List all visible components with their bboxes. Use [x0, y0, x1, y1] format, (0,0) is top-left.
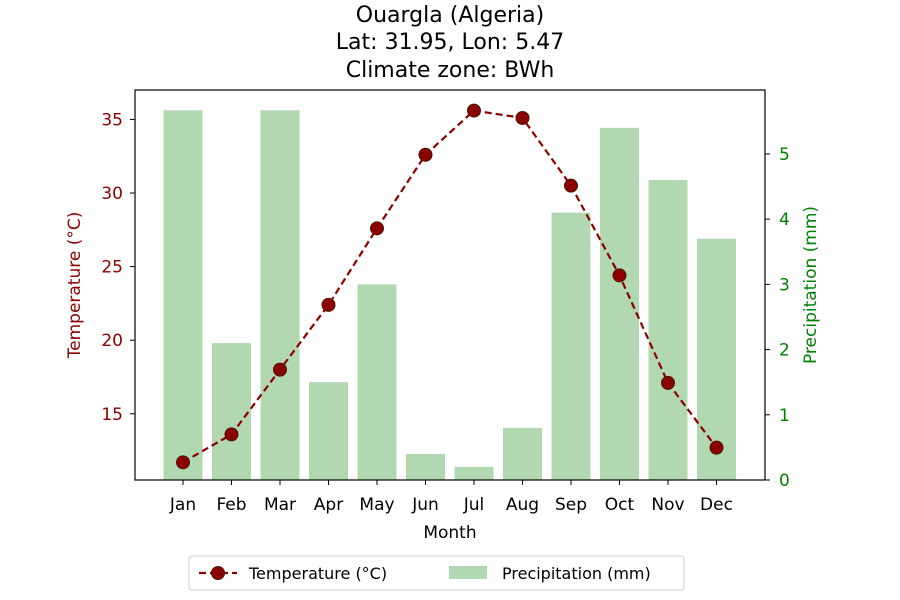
- right-tick-label-1: 1: [779, 406, 790, 426]
- x-axis-ticks: Jan Feb Mar Apr May Jun Jul Aug Sep Oct Nov Dec: [169, 480, 733, 515]
- plot-frame: [134, 89, 766, 481]
- precipitation-bar-mar: [260, 110, 300, 480]
- x-tick-label-jul: Jul: [463, 495, 485, 515]
- x-tick-label-mar: Mar: [264, 495, 296, 515]
- x-tick-label-aug: Aug: [506, 495, 539, 515]
- right-tick-label-2: 2: [779, 341, 790, 361]
- right-tick-label-3: 3: [779, 275, 790, 295]
- temperature-series-line: [182, 109, 718, 464]
- temperature-point-jun: [418, 147, 433, 162]
- precipitation-bar-feb: [212, 343, 251, 480]
- precipitation-bars: [163, 110, 736, 481]
- right-tick-label-4: 4: [779, 210, 790, 230]
- x-axis-label: Month: [423, 523, 476, 543]
- legend: Temperature (°C) Precipitation (mm): [188, 555, 685, 591]
- legend-temperature-marker-icon: [211, 566, 225, 580]
- chart-title-line-3: Climate zone: BWh: [346, 58, 555, 83]
- left-tick-label-20: 20: [101, 331, 123, 351]
- chart-title: Ouargla (Algeria) Lat: 31.95, Lon: 5.47 …: [336, 3, 564, 83]
- precipitation-bar-may: [357, 284, 397, 480]
- temperature-point-apr: [321, 297, 336, 312]
- temperature-point-mar: [273, 362, 287, 377]
- right-axis-label: Precipitation (mm): [801, 206, 821, 364]
- precipitation-bar-apr: [309, 382, 348, 480]
- x-tick-label-nov: Nov: [651, 495, 684, 515]
- precipitation-bar-jan: [163, 110, 203, 480]
- precipitation-bar-aug: [503, 427, 542, 480]
- left-tick-label-25: 25: [101, 258, 123, 278]
- precipitation-bar-sep: [551, 212, 591, 480]
- x-tick-label-sep: Sep: [555, 495, 587, 515]
- x-tick-label-jun: Jun: [411, 495, 439, 515]
- x-tick-label-dec: Dec: [700, 495, 733, 515]
- x-tick-label-apr: Apr: [314, 495, 343, 515]
- left-tick-label-35: 35: [101, 110, 123, 130]
- temperature-point-aug: [515, 110, 530, 125]
- right-tick-label-0: 0: [779, 471, 790, 491]
- temperature-point-oct: [612, 268, 627, 283]
- temperature-point-sep: [564, 178, 578, 193]
- x-tick-label-oct: Oct: [605, 495, 635, 515]
- precipitation-bar-nov: [648, 180, 688, 480]
- left-axis-ticks: 15 20 25 30 35: [101, 110, 135, 425]
- chart-title-line-1: Ouargla (Algeria): [356, 3, 544, 28]
- x-tick-label-jan: Jan: [169, 495, 196, 515]
- legend-box: [188, 555, 685, 591]
- precipitation-bar-dec: [697, 238, 736, 480]
- legend-precipitation-swatch-icon: [449, 566, 487, 579]
- legend-precipitation-label: Precipitation (mm): [502, 564, 651, 583]
- precipitation-bar-jun: [406, 453, 445, 480]
- temperature-point-dec: [709, 440, 724, 455]
- left-axis-label: Temperature (°C): [65, 212, 85, 360]
- x-tick-label-may: May: [359, 495, 394, 515]
- temperature-point-jul: [467, 103, 481, 118]
- left-tick-label-30: 30: [101, 184, 123, 204]
- x-tick-label-feb: Feb: [216, 495, 246, 515]
- right-axis-ticks: 0 1 2 3 4 5: [765, 145, 790, 491]
- temperature-point-feb: [224, 427, 239, 442]
- legend-temperature-label: Temperature (°C): [248, 564, 387, 583]
- temperature-point-nov: [661, 375, 675, 390]
- precipitation-bar-jul: [454, 466, 494, 480]
- temperature-point-may: [370, 221, 384, 236]
- left-tick-label-15: 15: [101, 405, 123, 425]
- chart-title-line-2: Lat: 31.95, Lon: 5.47: [336, 30, 564, 55]
- right-tick-label-5: 5: [779, 145, 790, 165]
- temperature-point-jan: [176, 455, 190, 470]
- temperature-line: [176, 103, 724, 470]
